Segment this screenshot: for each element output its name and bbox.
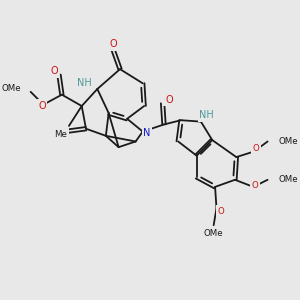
Text: OMe: OMe [1,84,21,93]
Text: OMe: OMe [204,229,224,238]
Text: OMe: OMe [278,137,298,146]
Text: Me: Me [54,130,67,139]
Text: O: O [38,101,46,111]
Text: O: O [56,131,63,141]
Text: O: O [165,95,172,105]
Text: O: O [218,206,224,215]
Text: NH: NH [77,78,92,88]
Text: OMe: OMe [278,175,298,184]
Text: N: N [143,128,151,138]
Text: O: O [50,66,58,76]
Text: O: O [252,144,259,153]
Text: NH: NH [199,110,214,120]
Text: O: O [251,181,258,190]
Text: O: O [109,39,117,49]
